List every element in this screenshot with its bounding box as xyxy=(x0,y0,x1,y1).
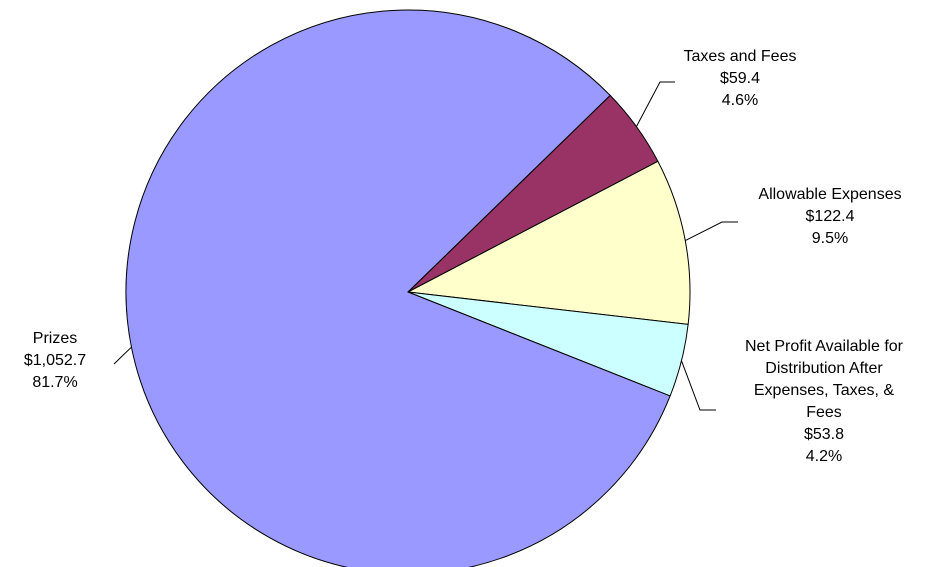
slice-name-line: Fees xyxy=(806,404,842,421)
slice-amount: $53.8 xyxy=(803,426,845,443)
leader-line-allowable-expenses xyxy=(685,221,738,242)
leader-line-prizes xyxy=(113,346,132,365)
slice-amount: $122.4 xyxy=(805,208,855,225)
slice-label-prizes: Prizes $1,052.7 81.7% xyxy=(0,328,110,394)
slice-percent: 81.7% xyxy=(32,374,78,391)
slice-name: Allowable Expenses xyxy=(758,186,902,203)
slice-name-line: Distribution After xyxy=(765,360,883,377)
pie-slice-allowable-expenses xyxy=(406,160,691,325)
leader-line-net-profit xyxy=(681,360,716,411)
slice-name: Prizes xyxy=(32,330,78,347)
slice-percent: 4.2% xyxy=(805,448,843,465)
slice-percent: 9.5% xyxy=(811,230,849,247)
slice-label-net-profit: Net Profit Available for Distribution Af… xyxy=(713,336,935,468)
slice-name-line: Net Profit Available for xyxy=(744,338,903,355)
slice-name-line: Expenses, Taxes, & xyxy=(753,382,895,399)
slice-label-allowable-expenses: Allowable Expenses $122.4 9.5% xyxy=(730,184,930,250)
slice-name: Taxes and Fees xyxy=(683,48,797,65)
pie-slice-prizes xyxy=(125,9,671,567)
slice-amount: $1,052.7 xyxy=(23,352,87,369)
leader-line-taxes-and-fees xyxy=(635,81,675,127)
slice-label-taxes-and-fees: Taxes and Fees $59.4 4.6% xyxy=(650,46,830,112)
slice-percent: 4.6% xyxy=(721,92,759,109)
slice-amount: $59.4 xyxy=(719,70,761,87)
